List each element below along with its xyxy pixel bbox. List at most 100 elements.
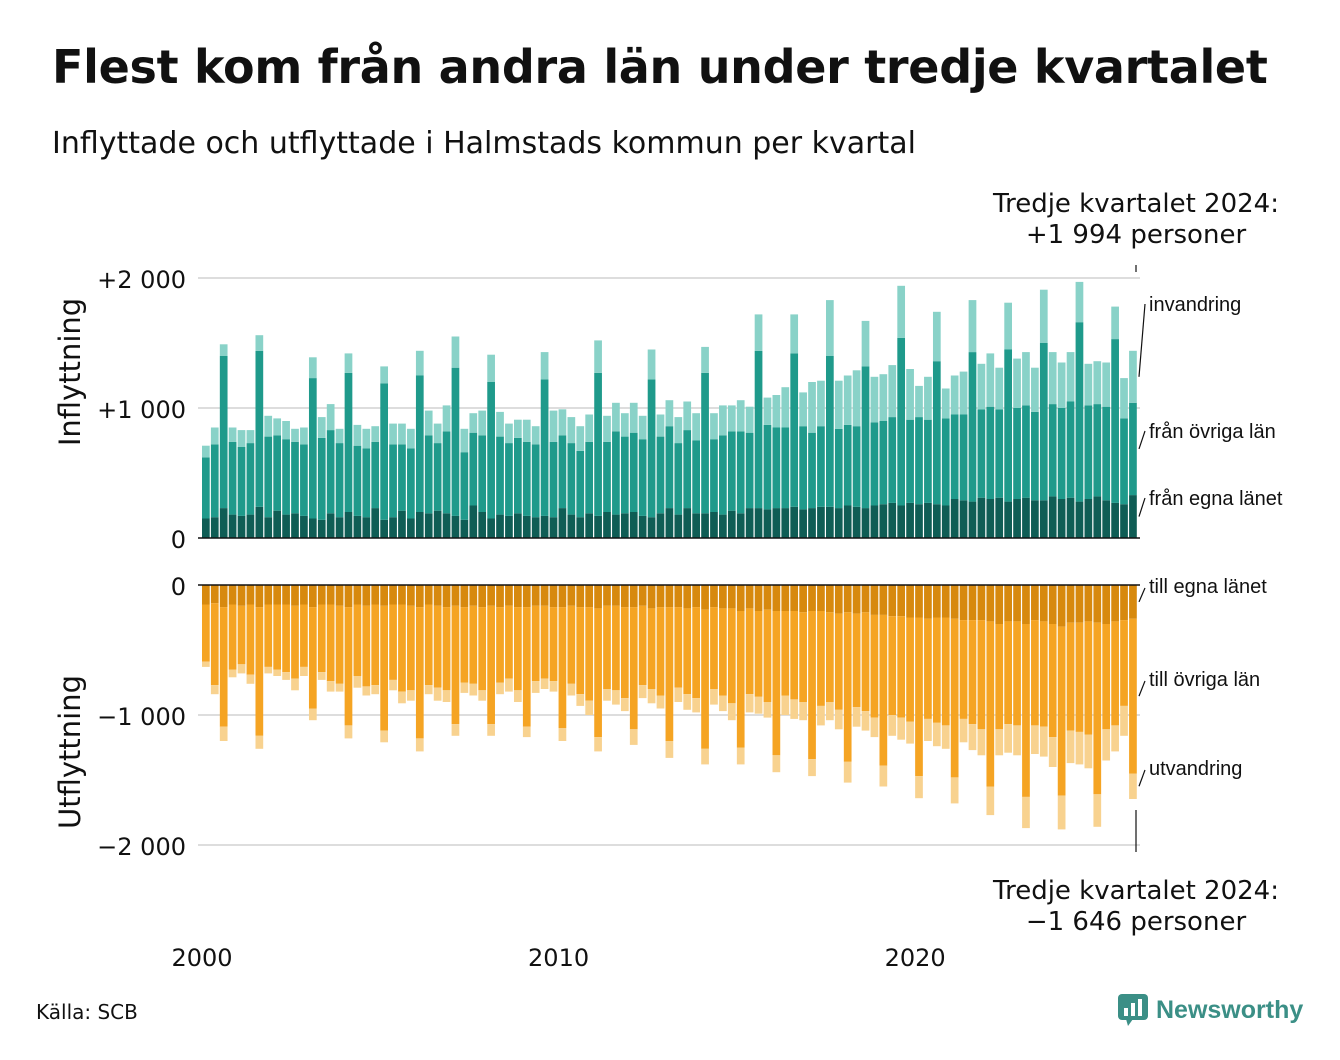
bar-out-emigration [888, 715, 897, 736]
bar-out-own-county [879, 585, 888, 615]
bar-in-other-county [549, 441, 558, 518]
bar-in-immigration [826, 300, 834, 356]
bar-out-other-county [959, 620, 968, 719]
bar-out-own-county [522, 585, 531, 608]
bar-in-other-county [870, 422, 879, 506]
bar-in-other-county [433, 443, 442, 511]
bar-in-own-county [995, 497, 1004, 538]
bar-in-own-county [959, 500, 968, 538]
bar-out-own-county [576, 585, 585, 608]
bar-out-other-county [897, 616, 906, 718]
bar-out-emigration [906, 721, 914, 744]
source-note: Källa: SCB [36, 1000, 138, 1024]
bar-out-emigration [442, 690, 451, 702]
bar-out-emigration [879, 765, 888, 787]
bar-out-own-county [1048, 585, 1057, 624]
bar-in-other-county [282, 439, 290, 515]
bar-out-emigration [1057, 795, 1066, 830]
bar-in-other-county [826, 356, 834, 507]
bar-out-emigration [246, 674, 255, 684]
bar-in-other-county [398, 444, 406, 511]
bar-in-other-county [861, 366, 870, 509]
bar-in-other-county [1111, 339, 1119, 503]
bar-out-emigration [496, 682, 504, 695]
bar-in-immigration [514, 419, 522, 438]
bar-in-immigration [950, 375, 959, 415]
bar-in-other-county [736, 431, 745, 514]
bar-out-emigration [674, 687, 683, 702]
bar-out-other-county [389, 604, 397, 680]
bar-out-own-county [1111, 585, 1119, 622]
chart-title: Flest kom från andra län under tredje kv… [52, 40, 1268, 94]
bar-in-other-county [977, 409, 986, 498]
bar-out-emigration [567, 683, 576, 696]
bar-out-other-county [407, 605, 415, 691]
bar-in-immigration [1120, 378, 1128, 419]
bar-out-emigration [1129, 773, 1137, 799]
bar-out-own-county [380, 585, 388, 606]
bar-out-own-county [719, 585, 727, 609]
bar-out-own-county [790, 585, 799, 611]
bar-in-other-county [264, 436, 273, 518]
bar-out-emigration [469, 683, 478, 696]
bar-out-own-county [469, 585, 478, 606]
bar-out-own-county [308, 585, 317, 608]
bar-in-immigration [727, 405, 736, 432]
bar-out-own-county [407, 585, 415, 606]
bar-out-emigration [959, 718, 968, 743]
bar-out-own-county [915, 585, 923, 618]
bar-out-other-county [870, 614, 879, 718]
bar-out-own-county [567, 585, 576, 606]
bar-in-own-county [442, 513, 451, 538]
bar-in-own-county [317, 519, 326, 538]
bar-in-other-county [202, 457, 210, 519]
bar-out-other-county [736, 611, 745, 748]
bar-out-other-county [924, 618, 932, 719]
bar-out-other-county [273, 604, 282, 670]
bar-in-own-county [567, 514, 576, 538]
bar-out-other-county [620, 607, 629, 699]
bar-out-emigration [576, 694, 585, 706]
bar-in-own-county [380, 519, 388, 538]
bar-out-emigration [380, 730, 388, 743]
bar-in-own-county [326, 513, 335, 538]
bar-in-own-county [353, 515, 362, 538]
brand-logo[interactable]: Newsworthy [1118, 994, 1303, 1026]
bar-in-immigration [353, 424, 362, 446]
bar-in-immigration [398, 423, 406, 445]
bar-in-immigration [210, 427, 219, 445]
axes-layer: 0 +1 000 +2 000 0 −1 000 −2 000 Inflyttning Utf… [53, 266, 1140, 972]
bar-in-own-county [1039, 500, 1048, 538]
bar-in-other-county [1102, 406, 1111, 501]
bar-in-own-county [692, 513, 700, 538]
bar-out-other-county [219, 607, 228, 727]
bar-in-immigration [808, 382, 816, 433]
bar-out-own-county [1039, 585, 1048, 622]
bar-in-immigration [558, 409, 567, 436]
bar-out-other-county [255, 607, 264, 736]
label-layer: från egna länet från övriga län invandring… [992, 189, 1283, 937]
bar-in-immigration [620, 413, 629, 437]
bar-out-own-county [959, 585, 968, 621]
bar-in-own-county [1004, 501, 1012, 538]
bar-in-other-county [638, 439, 647, 516]
bar-in-immigration [433, 423, 442, 444]
bar-in-immigration [567, 417, 576, 444]
bar-in-other-county [478, 435, 487, 512]
bar-in-immigration [237, 430, 246, 447]
bar-in-other-county [692, 440, 700, 514]
bar-out-own-county [496, 585, 504, 608]
bar-out-emigration [558, 728, 567, 741]
bar-out-own-county [763, 585, 772, 610]
bar-out-own-county [1013, 585, 1021, 622]
bar-in-own-county [656, 513, 665, 538]
bar-out-emigration [549, 681, 558, 692]
bar-out-other-county [1022, 624, 1030, 797]
bar-in-immigration [1048, 352, 1057, 405]
bar-out-own-county [701, 585, 709, 610]
bar-in-immigration [763, 397, 772, 425]
bar-out-other-county [567, 605, 576, 684]
bar-out-emigration [219, 726, 228, 741]
bar-out-other-county [308, 607, 317, 709]
bar-out-own-county [647, 585, 656, 609]
